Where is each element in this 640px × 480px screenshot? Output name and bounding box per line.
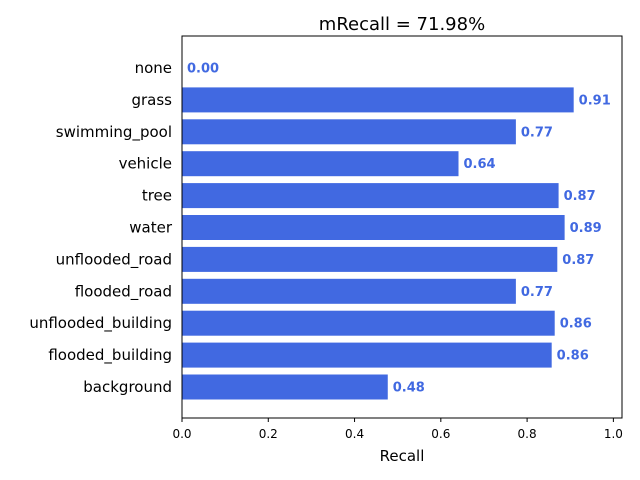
x-tick-label: 0.0	[172, 427, 191, 441]
category-label: water	[129, 219, 173, 237]
x-tick-label: 0.6	[431, 427, 450, 441]
bars-group	[182, 87, 574, 400]
bar-swimming-pool	[182, 119, 516, 145]
value-label: 0.64	[464, 157, 496, 172]
value-label: 0.87	[562, 253, 594, 268]
category-label: grass	[131, 91, 172, 109]
bar-unflooded-building	[182, 310, 555, 336]
bar-flooded-building	[182, 342, 552, 368]
value-label: 0.00	[187, 62, 219, 77]
bar-tree	[182, 183, 559, 209]
bar-unflooded-road	[182, 246, 558, 272]
value-label: 0.77	[521, 125, 553, 140]
category-label: vehicle	[119, 155, 172, 173]
value-label: 0.77	[521, 285, 553, 300]
value-label: 0.48	[393, 381, 425, 396]
bar-background	[182, 374, 388, 400]
category-label: none	[135, 59, 172, 77]
x-tick-label: 0.8	[518, 427, 537, 441]
value-label: 0.87	[564, 189, 596, 204]
category-label: tree	[142, 187, 172, 205]
x-axis-label: Recall	[380, 447, 425, 465]
bar-vehicle	[182, 151, 459, 177]
plot-frame	[181, 35, 623, 419]
x-tick-label: 1.0	[604, 427, 623, 441]
bar-flooded-road	[182, 278, 516, 304]
x-tick-label: 0.4	[345, 427, 364, 441]
bar-grass	[182, 87, 574, 113]
x-tick-label: 0.2	[259, 427, 278, 441]
value-label: 0.91	[579, 93, 611, 108]
category-label: flooded_road	[75, 282, 172, 301]
bar-water	[182, 215, 565, 240]
value-label: 0.86	[560, 317, 592, 332]
category-label: background	[83, 378, 172, 396]
category-label: flooded_building	[48, 346, 172, 365]
chart-title: mRecall = 71.98%	[319, 14, 485, 35]
category-label: unflooded_building	[29, 314, 172, 333]
value-labels: 0.00 0.91 0.77 0.64 0.87 0.89 0.87 0.77 0.86 0.86…	[187, 62, 611, 396]
category-label: swimming_pool	[56, 123, 172, 142]
category-label: unflooded_road	[56, 250, 172, 269]
value-label: 0.89	[570, 221, 602, 236]
value-label: 0.86	[557, 349, 589, 364]
x-axis-ticks: 0.0 0.2 0.4 0.6 0.8 1.0	[172, 418, 623, 441]
